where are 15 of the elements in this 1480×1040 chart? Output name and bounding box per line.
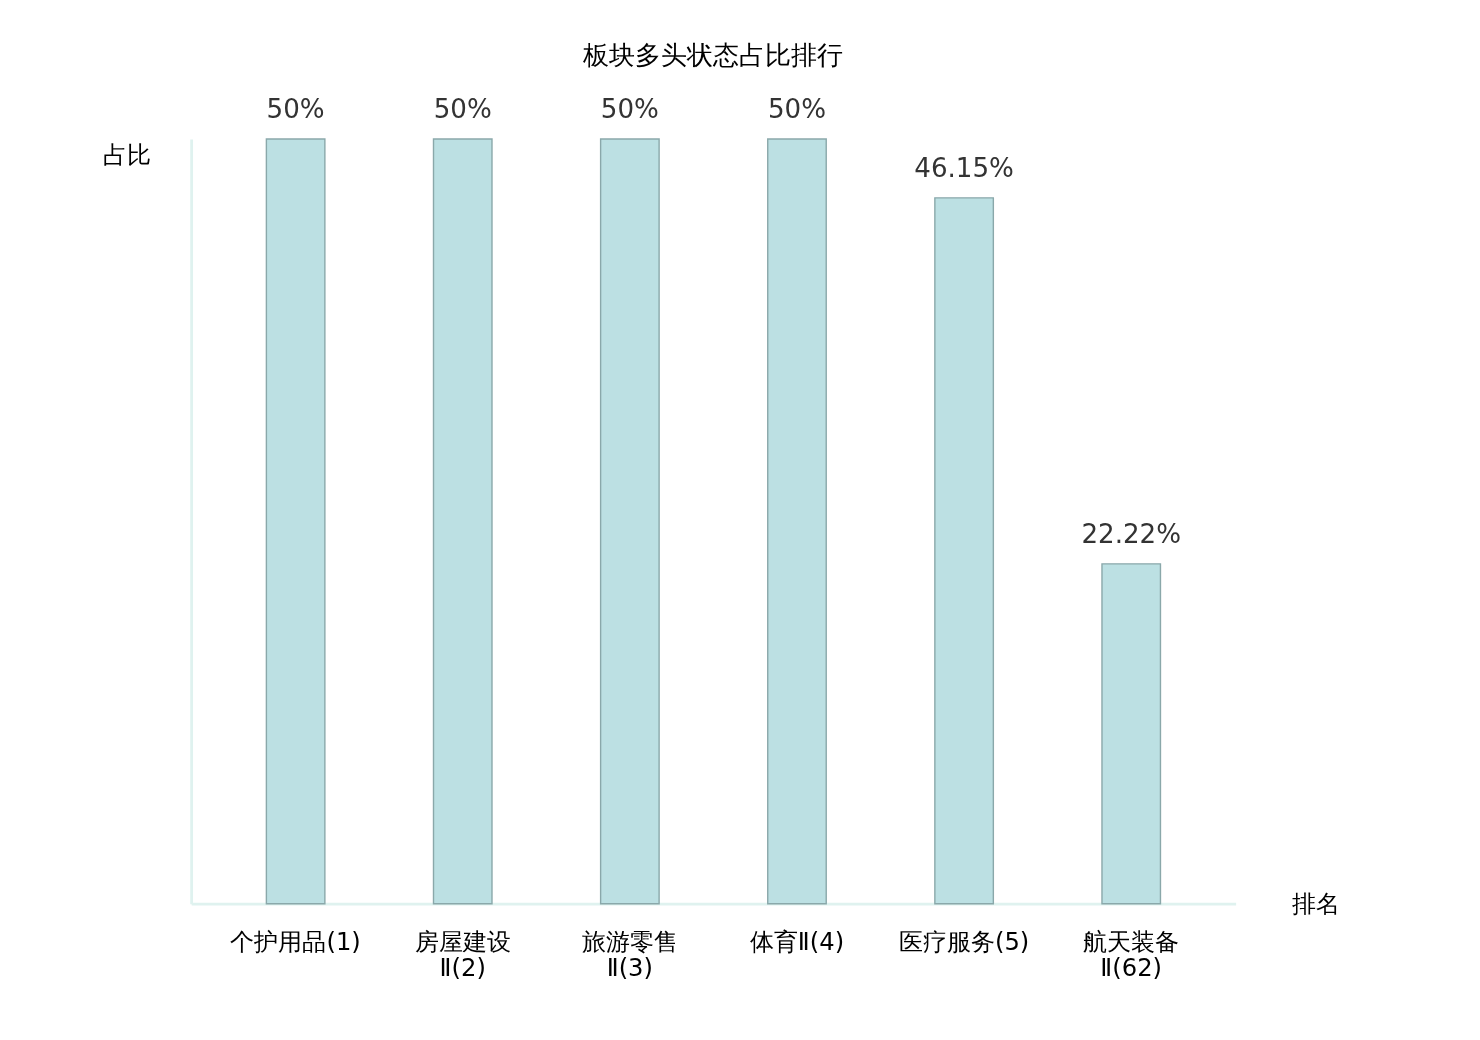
data-label: 50% — [600, 94, 659, 125]
chart-title: 板块多头状态占比排行 — [582, 40, 844, 71]
x-tick-label: 航天装备Ⅱ(62) — [1083, 926, 1180, 982]
data-label: 50% — [433, 94, 492, 125]
x-tick-label: 医疗服务(5) — [898, 926, 1030, 956]
data-label: 46.15% — [914, 153, 1014, 184]
x-tick-label: 房屋建设Ⅱ(2) — [414, 926, 511, 982]
x-tick-label: 个护用品(1) — [230, 926, 361, 956]
data-label: 50% — [767, 94, 826, 125]
x-axis-title: 排名 — [1292, 888, 1341, 918]
data-label: 22.22% — [1081, 519, 1181, 550]
data-label: 50% — [266, 94, 325, 125]
x-tick-label: 旅游零售Ⅱ(3) — [581, 926, 678, 982]
y-axis-title: 占比 — [103, 139, 152, 169]
x-tick-label: 体育Ⅱ(4) — [749, 926, 845, 956]
